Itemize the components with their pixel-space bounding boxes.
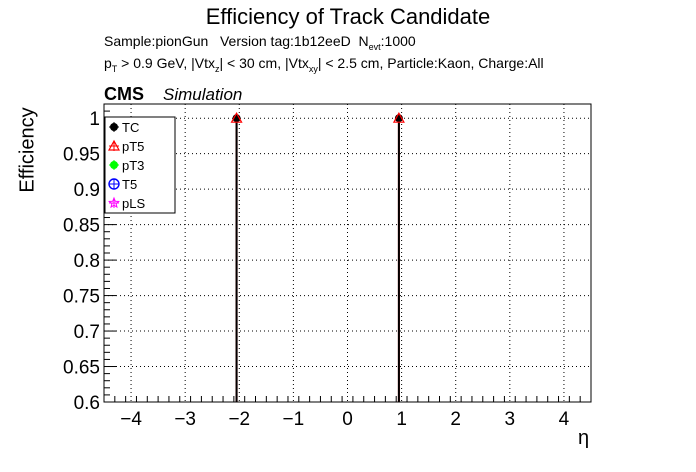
legend-item-pt5: pT5 — [107, 139, 144, 154]
nevt-label: N — [358, 33, 369, 49]
legend-marker — [110, 123, 118, 131]
x-tick-label: 4 — [559, 409, 570, 430]
y-tick-label: 0.7 — [74, 322, 100, 343]
x-tick-label: 2 — [450, 409, 461, 430]
y-tick-label: 0.6 — [74, 393, 100, 414]
legend-label: pT3 — [122, 158, 144, 173]
x-tick-label: 3 — [505, 409, 516, 430]
y-tick-label: 0.9 — [74, 180, 100, 201]
x-tick-label: −3 — [174, 409, 196, 430]
x-axis-label: η — [578, 427, 590, 449]
legend-item-t5: T5 — [108, 177, 137, 192]
x-tick-label: 0 — [342, 409, 353, 430]
nevt-value: :1000 — [380, 33, 416, 49]
cuts-part-c: | < 2.5 cm, Particle:Kaon, Charge:All — [317, 55, 544, 71]
legend-marker — [107, 139, 121, 151]
y-tick-label: 1 — [89, 109, 100, 130]
x-tick-label: 1 — [396, 409, 407, 430]
cuts-xy-subscript: xy — [308, 63, 318, 74]
version-tag: Version tag:1b12eeD — [219, 33, 351, 49]
cuts-part-a: > 0.9 GeV, |Vtx — [117, 55, 215, 71]
cuts-part-b: | < 30 cm, |Vtx — [219, 55, 309, 71]
y-tick-label: 0.95 — [63, 145, 100, 166]
legend-item-pt3: pT3 — [109, 158, 144, 173]
x-tick-label: −2 — [228, 409, 250, 430]
cuts-z-subscript: z — [214, 63, 220, 74]
legend-item-tc: TC — [109, 120, 139, 135]
chart-title: Efficiency of Track Candidate — [205, 4, 491, 29]
legend-item-pls: pLS — [107, 196, 145, 211]
legend-marker — [108, 178, 120, 190]
y-tick-label: 0.65 — [63, 358, 100, 379]
data-point-pt5 — [230, 111, 243, 123]
sample-name: Sample:pionGun — [104, 33, 209, 49]
y-tick-label: 0.75 — [63, 287, 100, 308]
y-tick-label: 0.8 — [74, 251, 100, 272]
status-label: Simulation — [163, 85, 243, 104]
cuts-pt-subscript: T — [111, 63, 118, 74]
experiment-label: CMS — [104, 84, 144, 104]
cuts-pt: p — [104, 55, 112, 71]
legend-label: pLS — [122, 196, 145, 211]
legend-label: T5 — [122, 177, 137, 192]
sample-info: Sample:pionGun Version tag:1b12eeD Nevt:… — [104, 33, 416, 52]
legend-marker — [110, 161, 118, 169]
nevt-subscript: evt — [368, 41, 381, 52]
legend-label: TC — [122, 120, 139, 135]
y-tick-label: 0.85 — [63, 216, 100, 237]
legend-marker — [107, 196, 121, 209]
x-tick-label: −4 — [120, 409, 142, 430]
data-point-pt5 — [392, 111, 405, 123]
selection-cuts: pT > 0.9 GeV, |Vtxz| < 30 cm, |Vtxxy| < … — [104, 55, 544, 74]
x-tick-label: −1 — [283, 409, 305, 430]
legend-label: pT5 — [122, 139, 144, 154]
